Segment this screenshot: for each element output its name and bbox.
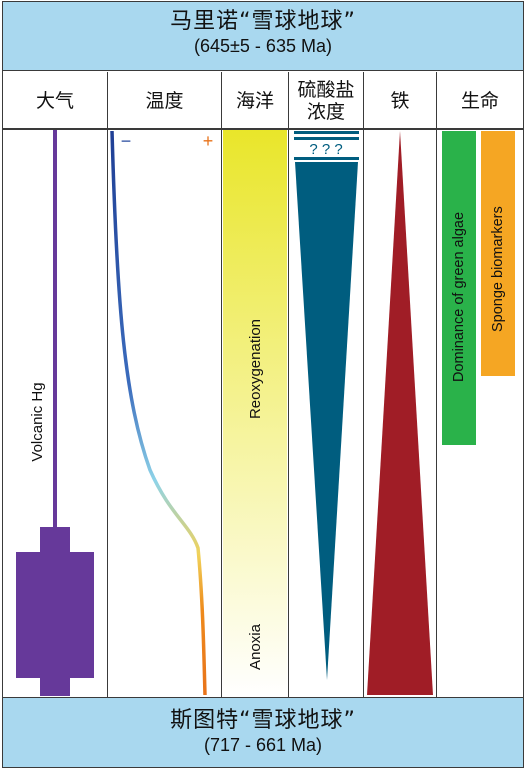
column-atmosphere <box>3 129 108 697</box>
sturtian-snowball-band: 斯图特“雪球地球” (717 - 661 Ma) <box>2 697 524 768</box>
sturtian-title: 斯图特“雪球地球” <box>170 708 356 733</box>
volcanic-hg-label: Volcanic Hg <box>29 382 46 462</box>
column-temperature <box>108 129 222 697</box>
sulfate-triangle <box>295 162 358 680</box>
volcanic-hg-lower-block <box>40 677 70 696</box>
green-algae-label: Dominance of green algae <box>451 211 467 383</box>
sulfate-band-3 <box>294 157 359 160</box>
temperature-plus-sign: + <box>203 131 214 151</box>
header-life: 生命 <box>460 89 499 112</box>
column-ocean <box>222 129 289 697</box>
marinoan-title: 马里诺“雪球地球” <box>170 9 356 34</box>
sulfate-band-2 <box>294 137 359 140</box>
reoxygenation-label: Reoxygenation <box>247 318 264 420</box>
header-sulfate-line2: 浓度 <box>306 100 345 123</box>
sulfate-band-1 <box>294 131 359 134</box>
header-temperature: 温度 <box>108 72 222 129</box>
header-iron: 铁 <box>364 72 437 129</box>
marinoan-age-range: (645±5 - 635 Ma) <box>194 36 332 56</box>
volcanic-hg-main-block <box>16 552 94 678</box>
header-sulfate-line1: 硫酸盐 <box>297 78 355 101</box>
header-sulfate: 硫酸盐 浓度 <box>289 72 364 129</box>
anoxia-label: Anoxia <box>247 624 264 670</box>
column-iron <box>364 129 437 697</box>
volcanic-hg-shape <box>16 130 94 696</box>
header-atmosphere: 大气 <box>3 72 108 129</box>
header-divider <box>2 128 524 130</box>
volcanic-hg-upper-block <box>40 527 70 553</box>
sponge-biomarkers-bar <box>481 131 515 376</box>
ocean-oxygenation-gradient <box>223 130 287 696</box>
sturtian-age-range: (717 - 661 Ma) <box>203 735 323 755</box>
green-algae-bar <box>442 131 476 445</box>
temperature-curve <box>110 130 207 696</box>
sulfate-unknown-marks: ? ? ? <box>309 141 342 158</box>
iron-triangle <box>367 131 433 695</box>
column-sulfate <box>289 129 364 697</box>
temperature-minus-sign: − <box>121 131 132 151</box>
header-ocean: 海洋 <box>222 72 289 129</box>
marinoan-snowball-band: 马里诺“雪球地球” (645±5 - 635 Ma) <box>2 1 524 71</box>
sulfate-concentration-wedge: ? ? ? <box>294 131 359 680</box>
sponge-biomarkers-label: Sponge biomarkers <box>490 206 506 332</box>
